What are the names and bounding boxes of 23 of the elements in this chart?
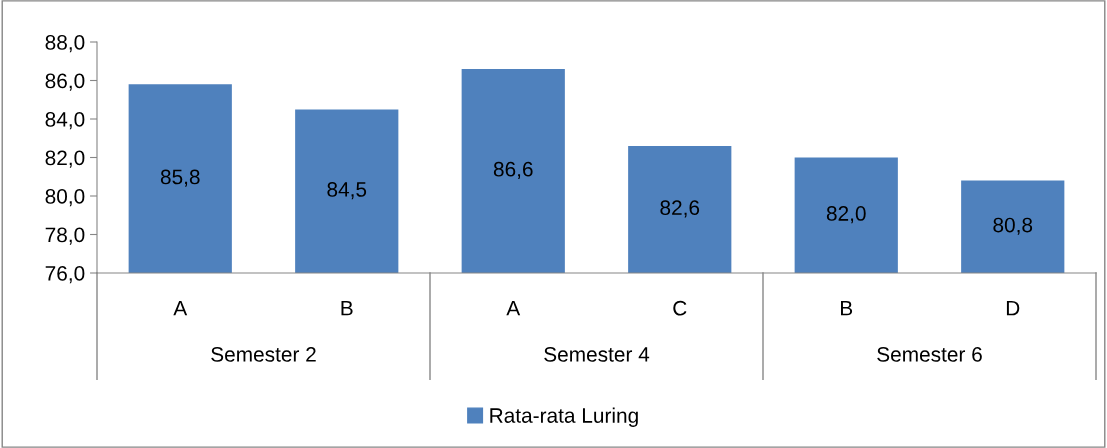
legend-label: Rata-rata Luring <box>490 407 638 428</box>
data-label: 80,8 <box>993 217 1033 235</box>
data-label: 84,5 <box>327 182 367 200</box>
y-tick-label: 76,0 <box>45 266 85 284</box>
y-tick-label: 86,0 <box>45 73 85 91</box>
data-label: 82,0 <box>826 206 866 224</box>
y-tick-label: 78,0 <box>45 227 85 245</box>
text: Semester 4 <box>544 347 650 362</box>
data-label: 85,8 <box>160 169 200 187</box>
data-label: 82,6 <box>660 200 700 218</box>
y-tick-label: 88,0 <box>45 35 85 53</box>
text: Semester 2 <box>211 347 316 362</box>
x-tick-label: A <box>173 301 188 316</box>
text: Semester 6 <box>877 347 982 362</box>
x-tick-label: A <box>506 301 521 316</box>
x-tick-label: D <box>1006 301 1020 316</box>
x-tick-label: B <box>341 301 353 316</box>
x-tick-label: B <box>841 301 853 316</box>
x-tick-label: C <box>673 300 687 316</box>
y-tick-label: 80,0 <box>45 189 85 207</box>
data-label: 86,6 <box>493 161 533 180</box>
y-tick-label: 84,0 <box>45 112 85 130</box>
y-tick-label: 82,0 <box>45 150 85 168</box>
